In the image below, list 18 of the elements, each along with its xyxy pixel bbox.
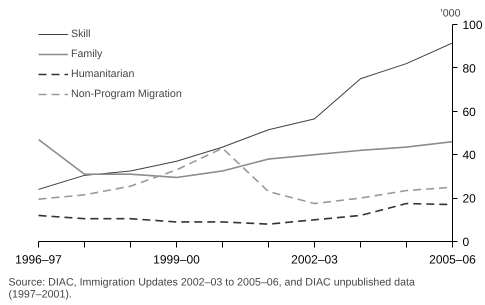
y-tick-label: 100 [462, 18, 483, 32]
y-tick-label: 0 [462, 235, 470, 249]
y-tick-label: 80 [462, 61, 476, 76]
legend-label: Skill [71, 28, 91, 40]
legend-label: Family [71, 48, 102, 60]
y-axis-title: '000 [440, 8, 461, 20]
line-series [38, 42, 452, 190]
y-tick-label: 20 [462, 192, 476, 206]
legend-label: Non-Program Migration [71, 88, 182, 100]
y-tick-label: 60 [462, 104, 476, 119]
x-tick-label: 2002–03 [291, 252, 338, 266]
x-tick-label: 1996–97 [15, 252, 62, 266]
x-tick-label: 2005–06 [429, 252, 476, 266]
line-series [38, 138, 452, 178]
legend-label: Humanitarian [71, 68, 134, 80]
source-note: Source: DIAC, Immigration Updates 2002–03 to 2005–06, and DIAC unpublished data (1997–2001). [8, 276, 415, 300]
x-tick-label: 1999–00 [153, 252, 200, 266]
y-tick-label: 40 [462, 148, 476, 162]
